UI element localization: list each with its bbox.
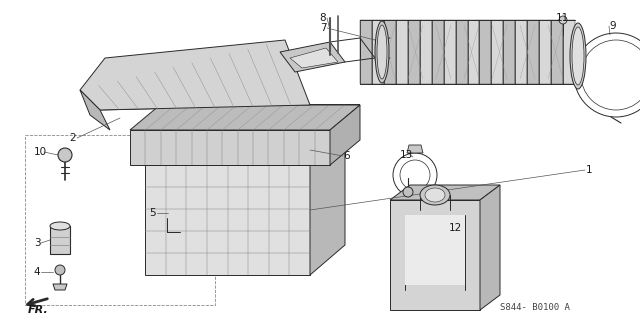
Polygon shape: [80, 90, 110, 130]
Ellipse shape: [377, 25, 387, 79]
Polygon shape: [80, 40, 310, 110]
Polygon shape: [515, 20, 527, 84]
Polygon shape: [390, 185, 500, 200]
Ellipse shape: [420, 185, 450, 205]
Polygon shape: [480, 185, 500, 310]
Text: 11: 11: [556, 13, 568, 23]
Text: 7: 7: [320, 23, 326, 33]
Circle shape: [403, 187, 413, 197]
Bar: [25, 135, 215, 305]
Ellipse shape: [572, 27, 584, 85]
Circle shape: [55, 265, 65, 275]
Text: 12: 12: [449, 223, 461, 233]
Polygon shape: [420, 20, 431, 84]
Circle shape: [559, 16, 567, 24]
Polygon shape: [390, 200, 480, 310]
Text: 2: 2: [70, 133, 76, 143]
Polygon shape: [492, 20, 503, 84]
Polygon shape: [130, 130, 330, 165]
Text: 4: 4: [34, 267, 40, 277]
Polygon shape: [467, 20, 479, 84]
Polygon shape: [479, 20, 492, 84]
Polygon shape: [360, 20, 372, 84]
Polygon shape: [563, 20, 575, 84]
Text: 8: 8: [320, 13, 326, 23]
Polygon shape: [100, 105, 360, 110]
Polygon shape: [431, 20, 444, 84]
Polygon shape: [407, 145, 423, 153]
Polygon shape: [145, 165, 310, 275]
Ellipse shape: [50, 222, 70, 230]
Circle shape: [58, 148, 72, 162]
Polygon shape: [456, 20, 467, 84]
Polygon shape: [396, 20, 408, 84]
Polygon shape: [310, 135, 345, 275]
Ellipse shape: [570, 23, 586, 89]
Text: 6: 6: [344, 151, 350, 161]
Bar: [50, 226, 70, 254]
Polygon shape: [408, 20, 420, 84]
Polygon shape: [405, 215, 465, 285]
Text: 1: 1: [586, 165, 592, 175]
Text: 13: 13: [399, 150, 413, 160]
Polygon shape: [145, 135, 345, 165]
Polygon shape: [290, 48, 338, 68]
Polygon shape: [527, 20, 539, 84]
Polygon shape: [503, 20, 515, 84]
Polygon shape: [444, 20, 456, 84]
Text: S844- B0100 A: S844- B0100 A: [500, 303, 570, 313]
Polygon shape: [384, 20, 396, 84]
Text: 9: 9: [610, 21, 616, 31]
Text: FR.: FR.: [28, 305, 49, 315]
Polygon shape: [330, 105, 360, 165]
Ellipse shape: [375, 21, 389, 83]
Polygon shape: [130, 105, 360, 130]
Polygon shape: [372, 20, 384, 84]
Polygon shape: [539, 20, 551, 84]
Text: 3: 3: [34, 238, 40, 248]
Text: 5: 5: [150, 208, 156, 218]
Polygon shape: [53, 284, 67, 290]
Text: 10: 10: [33, 147, 47, 157]
Polygon shape: [551, 20, 563, 84]
Ellipse shape: [425, 188, 445, 202]
Polygon shape: [280, 42, 345, 72]
